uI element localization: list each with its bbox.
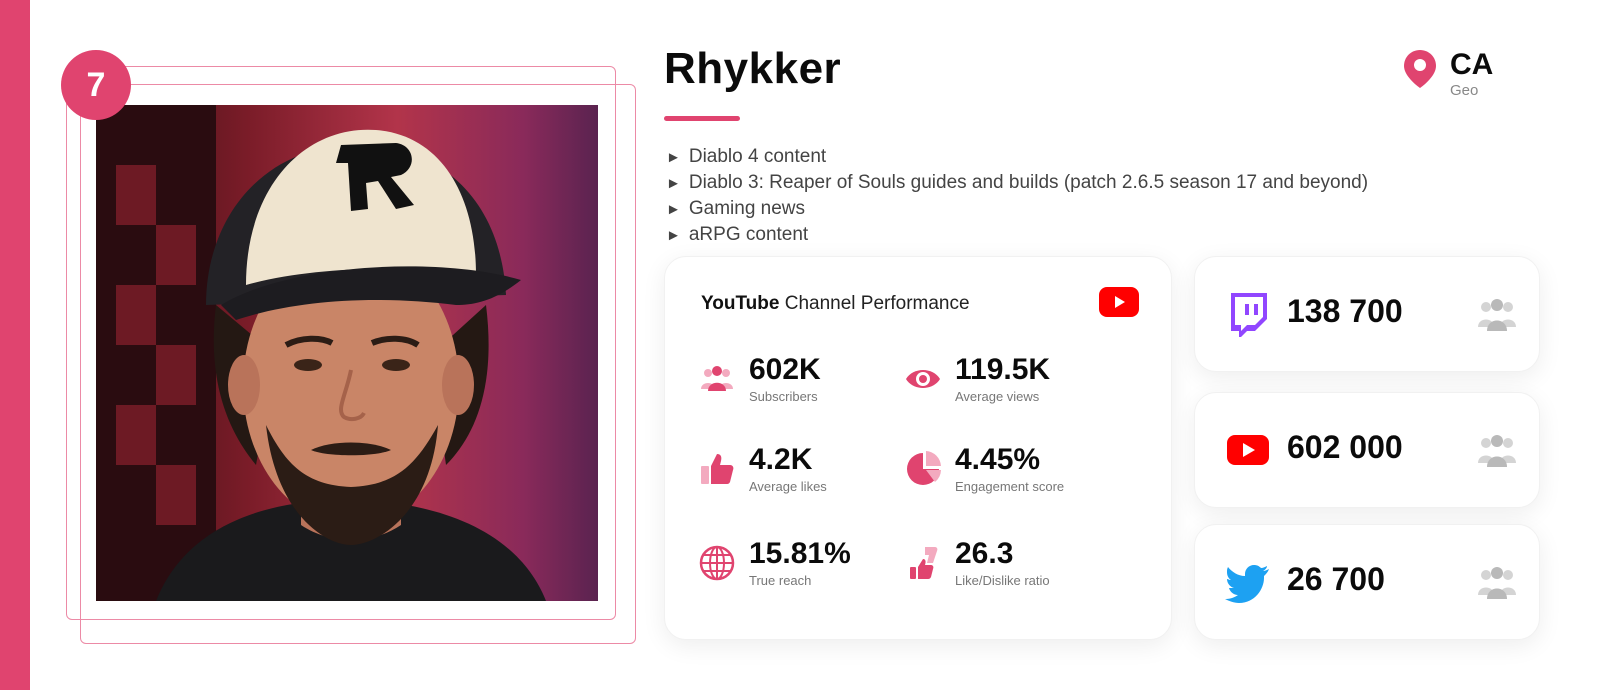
twitter-followers-value: 26 700 [1287, 561, 1385, 597]
topic-item: ► aRPG content [666, 224, 809, 245]
metric-label: Engagement score [955, 479, 1065, 494]
twitch-icon [1231, 293, 1267, 337]
metric-label: Subscribers [749, 389, 818, 404]
metric-value: 4.2K [749, 443, 813, 476]
youtube-card-title: YouTube Channel Performance [701, 293, 970, 314]
accent-side-bar [0, 0, 30, 690]
twitch-followers-value: 138 700 [1287, 293, 1403, 329]
metric-label: Average views [955, 389, 1040, 404]
topic-item: ► Gaming news [666, 198, 806, 219]
location-pin-icon [1404, 50, 1436, 88]
eye-icon [906, 370, 940, 388]
topic-marker-icon: ► [666, 149, 681, 166]
followers-icon [1478, 567, 1516, 599]
twitter-followers-card: 26 700 [1194, 524, 1540, 640]
topic-marker-icon: ► [666, 201, 681, 218]
creator-name: Rhykker [664, 44, 842, 93]
globe-icon [699, 545, 735, 581]
metric-label: Like/Dislike ratio [955, 573, 1050, 588]
thumbs-up-icon [701, 454, 734, 484]
profile-photo [96, 105, 598, 601]
metric-like-dislike-ratio: 26.3 Like/Dislike ratio [905, 537, 1125, 597]
geo-country-code: CA [1450, 48, 1494, 81]
topic-item: ► Diablo 4 content [666, 146, 827, 167]
metric-value: 602K [749, 353, 821, 386]
metric-engagement-score: 4.45% Engagement score [905, 443, 1125, 503]
metric-subscribers: 602K Subscribers [699, 353, 919, 413]
youtube-subscribers-value: 602 000 [1287, 429, 1403, 465]
pie-chart-icon [907, 451, 941, 485]
topic-marker-icon: ► [666, 227, 681, 244]
users-icon [701, 366, 733, 391]
youtube-performance-card: YouTube Channel Performance 602K Subscri… [664, 256, 1172, 640]
rank-badge: 7 [61, 50, 131, 120]
portrait-illustration [96, 105, 546, 601]
metric-value: 4.45% [955, 443, 1041, 476]
youtube-logo-icon [1099, 287, 1139, 317]
name-underline [664, 116, 740, 121]
photo-frame-outline [66, 66, 616, 620]
metric-average-views: 119.5K Average views [905, 353, 1125, 413]
geo-label: Geo [1450, 82, 1479, 99]
topic-item: ► Diablo 3: Reaper of Souls guides and bu… [666, 172, 1369, 193]
metric-value: 26.3 [955, 537, 1014, 570]
followers-icon [1478, 435, 1516, 467]
like-dislike-icon [910, 547, 938, 579]
content-topics-list: ► Diablo 4 content ► Diablo 3: Reaper of S… [666, 144, 1368, 248]
youtube-subscribers-card: 602 000 [1194, 392, 1540, 508]
topic-marker-icon: ► [666, 175, 681, 192]
geo-block: CA Geo [1404, 48, 1544, 108]
metric-label: Average likes [749, 479, 827, 494]
twitter-icon [1225, 565, 1269, 603]
metric-true-reach: 15.81% True reach [699, 537, 919, 597]
twitch-followers-card: 138 700 [1194, 256, 1540, 372]
photo-frame-outline-offset [80, 84, 636, 644]
metric-value: 15.81% [749, 537, 851, 570]
metric-average-likes: 4.2K Average likes [699, 443, 919, 503]
youtube-icon [1227, 435, 1269, 465]
followers-icon [1478, 299, 1516, 331]
metric-label: True reach [749, 573, 812, 588]
metric-value: 119.5K [955, 353, 1051, 386]
